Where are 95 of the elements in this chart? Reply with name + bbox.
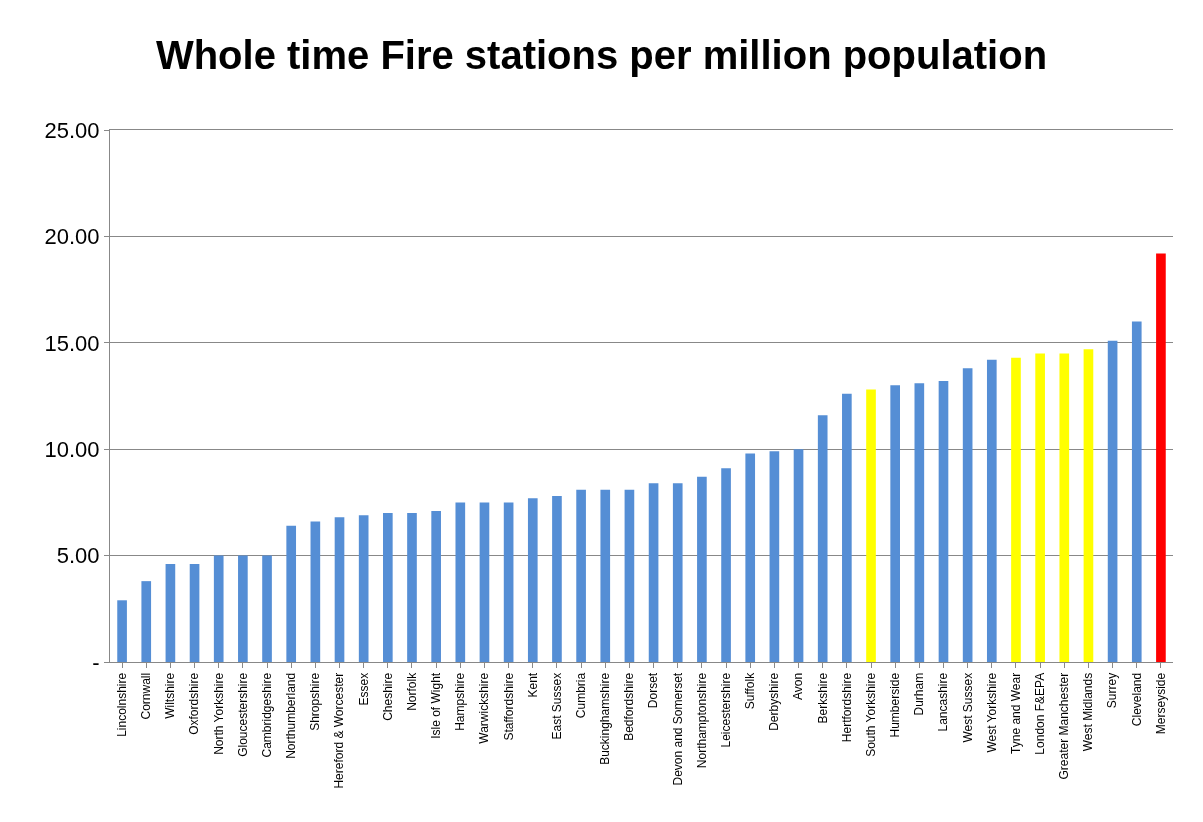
x-tick-label: Bedfordshire — [622, 672, 637, 741]
bar — [1107, 340, 1118, 662]
x-tick-label: Suffolk — [743, 671, 758, 710]
bar — [672, 483, 683, 662]
x-tick-label: Gloucestershire — [235, 672, 250, 757]
bar — [890, 385, 900, 662]
x-tick-label: Cornwall — [139, 672, 154, 720]
x-tick-label: Northamptonshire — [694, 672, 709, 769]
bar — [962, 368, 973, 662]
bar — [165, 564, 176, 662]
bar — [1083, 349, 1094, 662]
bar — [141, 581, 152, 662]
bar — [697, 476, 707, 662]
x-tick-label: Oxfordshire — [187, 672, 202, 735]
y-tick-label: 15.00 — [44, 330, 100, 356]
x-tick-label: Kent — [525, 672, 540, 698]
bar — [1131, 321, 1142, 662]
x-tick-label: Isle of Wight — [429, 672, 444, 739]
bar — [648, 483, 659, 662]
x-tick-label: Staffordshire — [501, 672, 516, 741]
x-tick-label: Essex — [356, 672, 371, 706]
x-tick-label: Avon — [791, 672, 806, 700]
x-tick-label: West Yorkshire — [984, 672, 999, 753]
x-tick-label: North Yorkshire — [211, 672, 226, 755]
bar — [431, 510, 441, 662]
chart-title: Whole time Fire stations per million population — [155, 33, 1048, 78]
bar — [1035, 353, 1045, 662]
x-tick-label: Dorset — [646, 672, 661, 709]
bar — [1059, 353, 1070, 662]
bar — [189, 564, 200, 662]
bar — [600, 489, 611, 662]
x-tick-label: Durham — [912, 672, 927, 716]
x-tick-label: Cumbria — [574, 672, 588, 719]
y-tick-label: 20.00 — [44, 224, 100, 250]
bar — [745, 453, 756, 662]
bar — [503, 502, 514, 662]
x-tick-label: East Sussex — [549, 672, 564, 740]
bar — [238, 555, 248, 662]
bar — [624, 489, 635, 662]
x-tick-label: Wiltshire — [163, 672, 178, 719]
x-tick-label: Lancashire — [936, 672, 951, 732]
bar — [383, 513, 393, 662]
bar — [986, 359, 997, 662]
x-tick-label: Humberside — [888, 672, 903, 738]
x-tick-label: Norfolk — [404, 671, 419, 711]
bar — [842, 393, 852, 662]
x-tick-label: Merseyside — [1153, 672, 1168, 735]
bar — [769, 451, 780, 662]
bar — [938, 381, 949, 662]
bar — [286, 525, 297, 662]
bar — [914, 383, 925, 662]
x-tick-label: London F&EPA — [1033, 672, 1048, 755]
bar — [334, 517, 345, 662]
x-tick-label: Northumberland — [284, 672, 299, 759]
bar — [310, 521, 321, 662]
x-tick-label: Cheshire — [380, 672, 395, 721]
x-tick-label: Devon and Somerset — [670, 672, 685, 786]
bar — [1011, 357, 1021, 662]
x-tick-label: Buckinghamshire — [598, 672, 613, 765]
y-tick-label: 10.00 — [44, 436, 100, 462]
y-tick-label: 25.00 — [44, 117, 100, 143]
x-tick-label: Derbyshire — [767, 672, 782, 731]
x-tick-label: Leicestershire — [718, 672, 733, 748]
x-tick-label: Hampshire — [453, 672, 468, 731]
bar — [1156, 253, 1166, 662]
x-tick-label: Lincolnshire — [114, 672, 129, 737]
x-tick-label: Greater Manchester — [1057, 672, 1072, 780]
x-tick-label: Shropshire — [308, 672, 323, 731]
bar — [552, 496, 562, 662]
bar — [455, 502, 466, 662]
x-tick-label: Hereford & Worcester — [332, 672, 347, 789]
bar — [117, 600, 127, 662]
bar — [262, 555, 272, 662]
bar — [817, 415, 828, 662]
y-tick-label: 5.00 — [56, 543, 100, 569]
x-tick-label: Hertfordshire — [839, 672, 854, 743]
bar — [527, 498, 538, 662]
x-tick-label: Warwickshire — [477, 672, 492, 744]
x-tick-label: Cambridgeshire — [259, 672, 274, 758]
bar — [407, 513, 417, 662]
x-tick-label: South Yorkshire — [863, 672, 878, 757]
y-tick-label: - — [92, 649, 100, 675]
bar — [793, 449, 804, 662]
bar — [213, 555, 224, 662]
bar — [358, 515, 369, 662]
bar — [576, 489, 586, 662]
x-tick-label: Berkshire — [815, 672, 830, 724]
bar — [866, 389, 876, 662]
x-tick-label: West Midlands — [1081, 672, 1096, 752]
bar — [721, 468, 731, 662]
x-tick-label: Surrey — [1105, 672, 1120, 709]
x-tick-label: West Sussex — [960, 672, 975, 743]
x-tick-label: Tyne and Wear — [1008, 672, 1023, 754]
bar — [479, 502, 490, 662]
x-tick-label: Cleveland — [1129, 672, 1144, 727]
